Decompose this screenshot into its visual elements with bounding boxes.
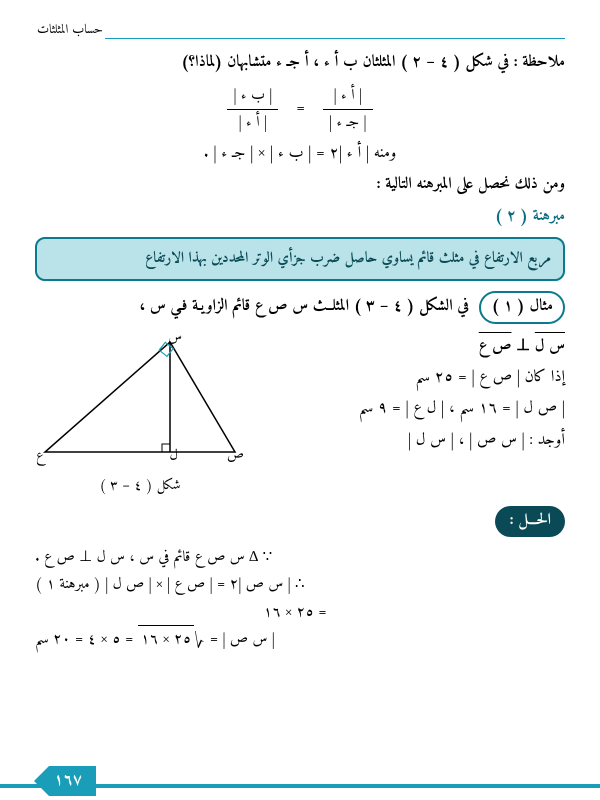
page-footer: ١٦٧ <box>0 770 600 800</box>
fraction-left: | أ ء | | جـ ء | <box>323 83 372 135</box>
theorem-label: مبرهنة ( ٢ ) <box>35 204 565 231</box>
header-rule <box>35 38 565 39</box>
triangle-svg <box>40 332 240 472</box>
vertex-sad: ص <box>227 444 244 468</box>
fraction-right: | ب ء | | أ ء | <box>227 83 278 135</box>
given-1: إذا كان | ص ع | = ٢٥ سم <box>255 365 565 392</box>
equals-sign: = <box>296 96 305 123</box>
perpendicular-line: س ل ⊥ ص ع <box>255 332 565 361</box>
note-line: ملاحظة : في شكل ( ٤ – ٢ ) المثلثان ب أ ء… <box>35 50 565 77</box>
segment-sa: ص ع <box>479 333 512 361</box>
solution-section: الحـــل : ∵ ∆ س ص ع قائم في س ، س ل ⊥ ص … <box>35 498 565 658</box>
radical-icon: √ <box>194 626 203 657</box>
vertex-s: س <box>168 326 182 350</box>
conclusion-line: ومن ذلك نحصل على المبرهنه التالية : <box>35 172 565 199</box>
radicand: ٢٥ × ١٦ <box>138 625 195 653</box>
proportion-equation: | أ ء | | جـ ء | = | ب ء | | أ ء | <box>35 83 565 135</box>
solution-line-3: = ٢٥ × ١٦ <box>35 600 555 626</box>
perp-icon: ⊥ <box>516 337 530 354</box>
example-badge: مثال ( ١ ) <box>479 291 565 324</box>
sol4-prefix: | س ص | = <box>206 626 275 653</box>
sol4-suffix: = ٥ × ٤ = ٢٠ سم <box>35 626 133 653</box>
fraction-left-num: | أ ء | <box>328 83 368 109</box>
sqrt-expression: √٢٥ × ١٦ <box>138 627 206 658</box>
find-line: أوجد : | س ص | ، | س ل | <box>255 428 565 455</box>
solution-line-2: ∴ | س ص |٢ = | ص ع | × | ص ل | ( مبرهنة … <box>35 572 555 598</box>
subject-label: حساب المثلثات <box>35 20 105 42</box>
derivation-line: ومنه | أ ء |٢ = | ب ء | × | جـ ء | . <box>35 141 565 168</box>
segment-sl: س ل <box>535 333 565 361</box>
vertex-ain: ع <box>36 444 44 468</box>
vertex-lam: ل <box>170 444 178 468</box>
theorem-text: مربع الارتفاع في مثلث قائم يساوي حاصل ضر… <box>145 245 551 272</box>
solution-line-4: | س ص | = √٢٥ × ١٦ = ٥ × ٤ = ٢٠ سم <box>35 627 555 658</box>
fraction-left-den: | جـ ء | <box>323 110 372 136</box>
theorem-box: مربع الارتفاع في مثلث قائم يساوي حاصل ضر… <box>35 237 565 281</box>
fraction-right-num: | ب ء | <box>227 83 278 109</box>
page-number: ١٦٧ <box>34 766 96 796</box>
solution-line-1: ∵ ∆ س ص ع قائم في س ، س ل ⊥ ص ع . <box>35 545 555 571</box>
triangle-figure: س ص ع ل <box>40 332 240 472</box>
solution-badge: الحـــل : <box>495 506 565 537</box>
figure-caption: شكل ( ٤ – ٣ ) <box>35 474 245 498</box>
given-2: | ص ل | = ١٦ سم ، | ل ع | = ٩ سم <box>255 396 565 423</box>
page-header: حساب المثلثات <box>35 20 565 40</box>
figure-area: س ص ع ل شكل ( ٤ – ٣ ) <box>35 328 245 498</box>
example-givens: س ل ⊥ ص ع إذا كان | ص ع | = ٢٥ سم | ص ل … <box>255 328 565 459</box>
example-intro-line: مثال ( ١ ) في الشكل ( ٤ – ٣ ) المثلــث س… <box>35 291 565 324</box>
example-text: في الشكل ( ٤ – ٣ ) المثلــث س ص ع قائم ا… <box>139 293 468 321</box>
fraction-right-den: | أ ء | <box>233 110 273 136</box>
